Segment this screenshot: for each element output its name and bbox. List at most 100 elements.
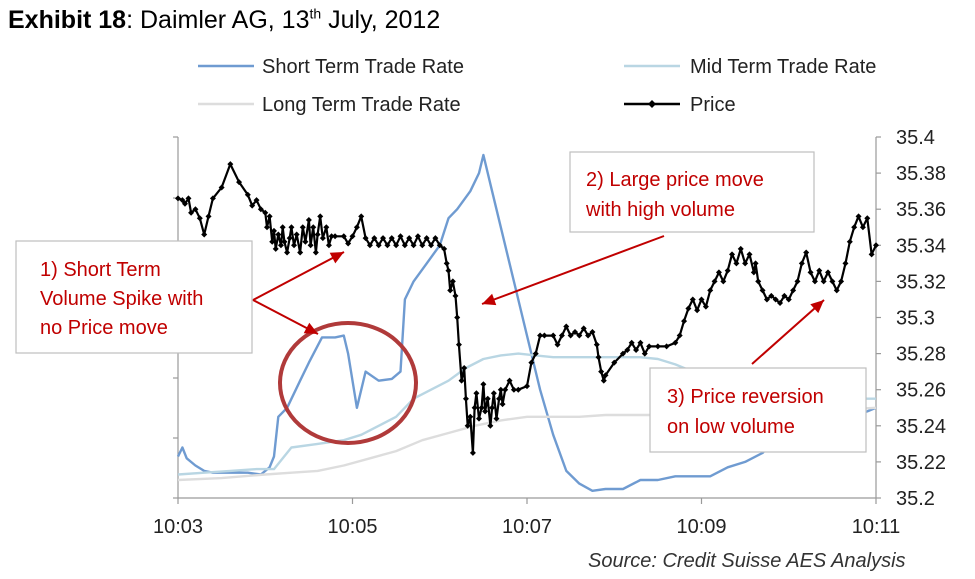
annotation-arrow bbox=[252, 251, 345, 301]
price-point bbox=[236, 179, 243, 186]
price-point bbox=[541, 332, 548, 339]
price-point bbox=[484, 395, 491, 402]
price-point bbox=[807, 269, 814, 276]
price-point bbox=[681, 318, 688, 325]
price-point bbox=[452, 292, 459, 299]
price-point bbox=[576, 332, 583, 339]
price-point bbox=[563, 323, 570, 330]
price-point bbox=[842, 260, 849, 267]
price-point bbox=[462, 395, 469, 402]
price-point bbox=[340, 233, 347, 240]
price-point bbox=[838, 278, 845, 285]
price-point bbox=[447, 287, 454, 294]
price-point bbox=[855, 213, 862, 220]
price-point bbox=[461, 365, 468, 372]
price-point bbox=[366, 242, 373, 249]
price-point bbox=[489, 404, 496, 411]
price-point bbox=[593, 341, 600, 348]
price-point bbox=[829, 278, 836, 285]
chart-title: Exhibit 18: Daimler AG, 13th July, 2012 bbox=[8, 4, 440, 36]
price-point bbox=[676, 332, 683, 339]
price-point bbox=[332, 233, 339, 240]
price-point bbox=[785, 296, 792, 303]
price-point bbox=[554, 341, 561, 348]
price-point bbox=[794, 278, 801, 285]
price-point bbox=[532, 350, 539, 357]
price-point bbox=[654, 343, 661, 350]
price-point bbox=[270, 227, 277, 234]
price-point bbox=[419, 242, 426, 249]
price-point bbox=[262, 209, 269, 216]
price-point bbox=[602, 372, 609, 379]
price-point bbox=[314, 231, 321, 238]
price-point bbox=[611, 359, 618, 366]
price-point bbox=[325, 242, 332, 249]
price-point bbox=[515, 386, 522, 393]
price-point bbox=[663, 343, 670, 350]
price-point bbox=[685, 305, 692, 312]
price-point bbox=[628, 339, 635, 346]
y-tick-label: 35.3 bbox=[896, 308, 935, 330]
price-point bbox=[345, 240, 352, 247]
price-point bbox=[323, 224, 330, 231]
price-point bbox=[624, 346, 631, 353]
price-point bbox=[281, 238, 288, 245]
price-point bbox=[490, 390, 497, 397]
price-point bbox=[768, 292, 775, 299]
price-point bbox=[428, 242, 435, 249]
price-point bbox=[750, 269, 757, 276]
price-point bbox=[825, 269, 832, 276]
price-point bbox=[672, 339, 679, 346]
price-point bbox=[310, 224, 317, 231]
price-point bbox=[772, 296, 779, 303]
price-point bbox=[393, 242, 400, 249]
price-point bbox=[550, 332, 557, 339]
price-point bbox=[196, 215, 203, 222]
price-point bbox=[752, 260, 759, 267]
price-point bbox=[811, 278, 818, 285]
price-point bbox=[497, 386, 504, 393]
price-point bbox=[482, 408, 489, 415]
annotation-2-line: 2) Large price move bbox=[586, 169, 764, 191]
price-point bbox=[595, 354, 602, 361]
price-point bbox=[291, 242, 298, 249]
price-point bbox=[293, 231, 300, 238]
price-point bbox=[499, 401, 506, 408]
annotation-2-line: with high volume bbox=[585, 199, 735, 221]
price-point bbox=[598, 368, 605, 375]
price-point bbox=[720, 278, 727, 285]
price-point bbox=[317, 213, 324, 220]
source-note: Source: Credit Suisse AES Analysis bbox=[588, 550, 906, 572]
price-point bbox=[859, 224, 866, 231]
price-point bbox=[205, 213, 212, 220]
title-sup: th bbox=[309, 5, 322, 22]
price-point bbox=[414, 233, 421, 240]
price-point bbox=[192, 206, 199, 213]
y-tick-label: 35.4 bbox=[896, 127, 935, 149]
price-point bbox=[724, 267, 731, 274]
price-point bbox=[464, 422, 471, 429]
price-point bbox=[742, 260, 749, 267]
price-point bbox=[506, 377, 513, 384]
price-point bbox=[493, 415, 500, 422]
price-point bbox=[449, 278, 456, 285]
price-point bbox=[432, 235, 439, 242]
price-point bbox=[589, 328, 596, 335]
price-point bbox=[401, 242, 408, 249]
price-point bbox=[702, 303, 709, 310]
price-point bbox=[275, 231, 282, 238]
price-point bbox=[467, 413, 474, 420]
price-point bbox=[585, 332, 592, 339]
price-point bbox=[637, 339, 644, 346]
price-point bbox=[510, 386, 517, 393]
price-point bbox=[201, 231, 208, 238]
price-point bbox=[619, 350, 626, 357]
price-point bbox=[537, 332, 544, 339]
price-point bbox=[524, 383, 530, 390]
title-rest: : Daimler AG, 13 bbox=[126, 6, 310, 34]
legend-marker bbox=[648, 100, 656, 108]
price-point bbox=[600, 377, 607, 384]
y-tick-label: 35.36 bbox=[896, 199, 946, 221]
annotation-arrowhead bbox=[482, 293, 497, 306]
price-point bbox=[471, 404, 478, 411]
